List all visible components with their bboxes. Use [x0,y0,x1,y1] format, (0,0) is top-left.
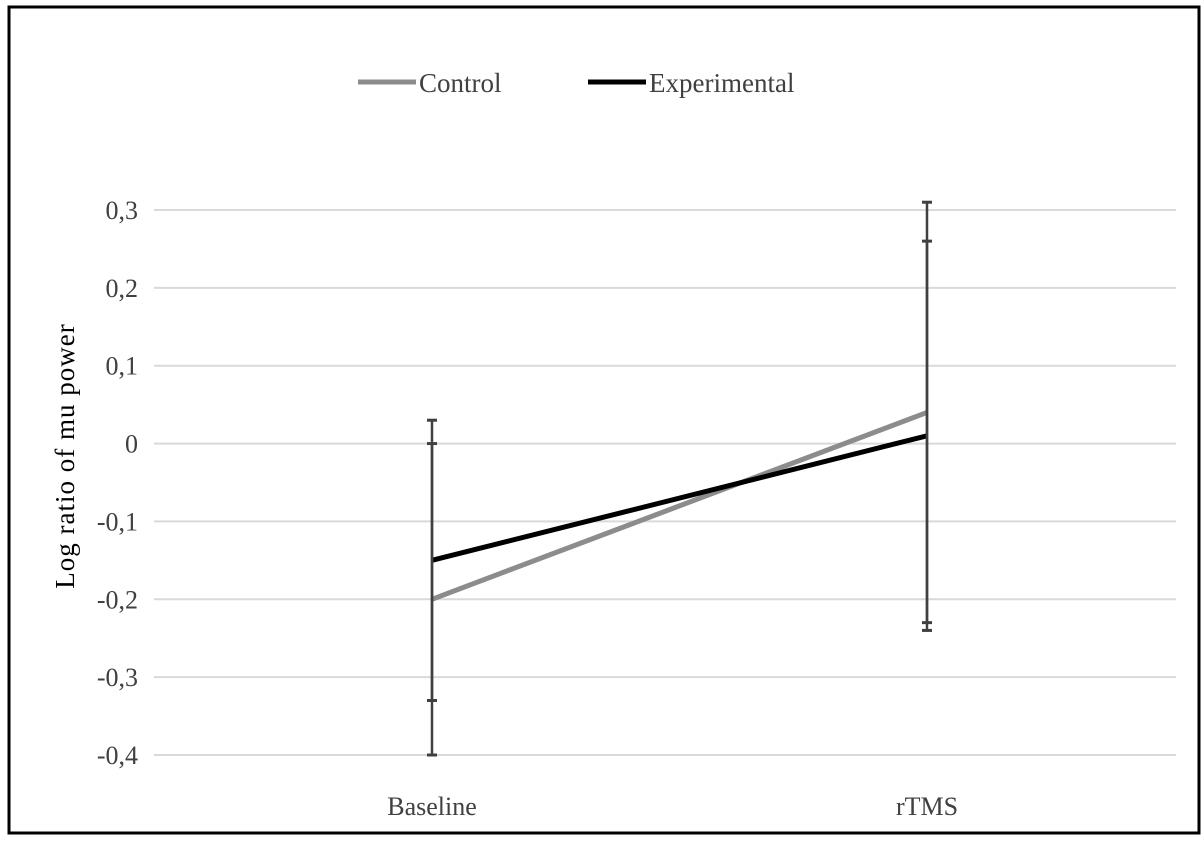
gridlines [154,209,1176,756]
y-tick-label: -0,1 [97,507,138,536]
series-line-control [431,410,928,602]
series-line-experimental [431,433,928,563]
chart-border [7,5,1201,835]
x-category-label: rTMS [896,792,958,821]
y-tick-label: 0,1 [106,352,139,381]
error-bars [427,200,932,757]
y-tick-label: -0,4 [97,741,138,770]
y-tick-label: 0,2 [106,274,139,303]
y-tick-label: 0,3 [106,196,139,225]
y-tick-label: -0,3 [97,663,138,692]
legend: Control Experimental [358,68,794,98]
x-category-label: Baseline [387,792,477,821]
y-axis-tick-labels: 0,3 0,2 0,1 0 -0,1 -0,2 -0,3 -0,4 [97,196,138,770]
y-tick-label: 0 [125,430,138,459]
x-axis-category-labels: Baseline rTMS [387,792,958,821]
series-lines [431,410,928,602]
legend-label-experimental: Experimental [649,68,794,98]
y-tick-label: -0,2 [97,585,138,614]
legend-label-control: Control [419,68,502,98]
y-axis-title: Log ratio of mu power [50,323,80,588]
